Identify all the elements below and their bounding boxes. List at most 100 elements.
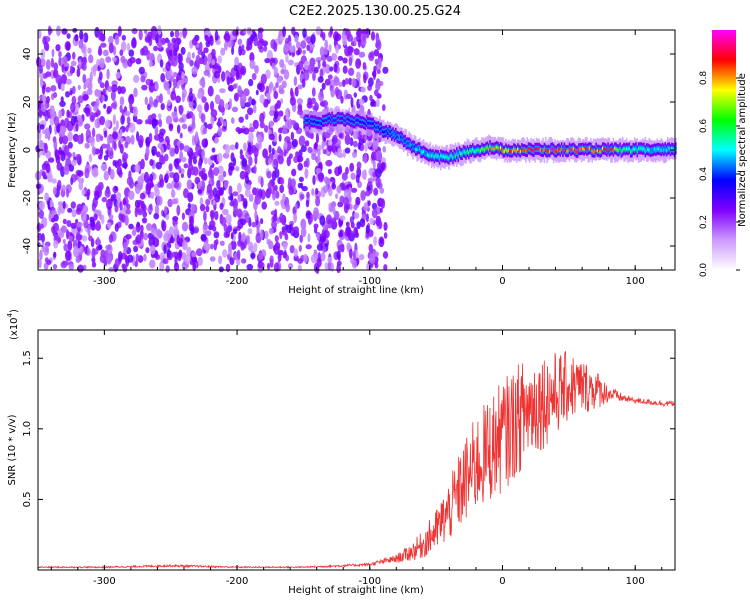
heatmap-cell	[63, 145, 70, 156]
heatmap-cell	[315, 195, 321, 207]
heatmap-cell	[123, 241, 128, 253]
heatmap-cell	[365, 213, 369, 223]
heatmap-cell	[358, 254, 365, 261]
heatmap-cell	[154, 125, 159, 137]
heatmap-cell	[82, 73, 87, 84]
heatmap-cell	[129, 101, 133, 111]
heatmap-cell	[63, 243, 68, 252]
heatmap-cell	[183, 188, 189, 199]
heatmap-cell	[154, 80, 159, 91]
heatmap-cell	[50, 57, 55, 68]
heatmap-cell	[347, 117, 349, 121]
heatmap-cell	[659, 147, 661, 151]
heatmap-cell	[590, 147, 592, 151]
heatmap-cell	[356, 161, 362, 170]
heatmap-cell	[204, 138, 208, 148]
heatmap-cell	[98, 244, 103, 251]
heatmap-cell	[204, 102, 209, 113]
heatmap-cell	[111, 84, 118, 93]
heatmap-cell	[606, 149, 608, 153]
x-tick-label: 100	[626, 576, 645, 587]
heatmap-cell	[231, 46, 235, 55]
heatmap-cell	[375, 150, 383, 161]
heatmap-cell	[608, 149, 611, 153]
heatmap-cell	[310, 97, 316, 105]
heatmap-cell	[312, 71, 316, 81]
heatmap-cell	[183, 163, 189, 169]
heatmap-cell	[149, 259, 156, 269]
heatmap-cell	[46, 259, 52, 266]
heatmap-cell	[349, 248, 353, 259]
heatmap-cell	[320, 252, 326, 262]
heatmap-cell	[345, 226, 352, 234]
heatmap-cell	[338, 81, 343, 87]
heatmap-cell	[312, 120, 315, 124]
heatmap-cell	[615, 147, 617, 151]
heatmap-cell	[315, 168, 322, 174]
spectrogram-x-ticks: -300 -200 -100 0 100	[50, 30, 663, 287]
heatmap-cell	[627, 147, 629, 151]
heatmap-cell	[306, 191, 310, 200]
heatmap-cell	[663, 148, 665, 152]
heatmap-cell	[83, 32, 89, 43]
heatmap-cell	[205, 230, 212, 237]
heatmap-cell	[254, 194, 261, 205]
heatmap-cell	[521, 147, 523, 151]
heatmap-cell	[344, 119, 347, 123]
heatmap-cell	[166, 142, 171, 150]
heatmap-cell	[102, 49, 109, 57]
heatmap-cell	[80, 211, 87, 222]
heatmap-cell	[260, 229, 264, 240]
heatmap-cell	[409, 143, 412, 147]
heatmap-cell	[282, 193, 286, 202]
heatmap-cell	[112, 159, 117, 167]
heatmap-cell	[243, 127, 250, 135]
heatmap-cell	[647, 148, 649, 151]
heatmap-cell	[310, 213, 314, 223]
heatmap-cell	[375, 168, 382, 178]
heatmap-cell	[466, 149, 469, 153]
heatmap-cell	[318, 90, 324, 102]
heatmap-cell	[525, 149, 527, 153]
heatmap-cell	[225, 213, 232, 225]
heatmap-cell	[168, 163, 173, 172]
heatmap-cell	[187, 202, 191, 210]
heatmap-cell	[103, 130, 108, 138]
heatmap-cell	[285, 110, 289, 121]
heatmap-cell	[297, 109, 304, 116]
heatmap-cell	[38, 64, 43, 74]
heatmap-cell	[53, 240, 59, 249]
heatmap-cell	[114, 186, 118, 192]
heatmap-cell	[667, 147, 669, 151]
heatmap-cell	[234, 56, 240, 67]
heatmap-cell	[575, 150, 578, 154]
heatmap-cell	[345, 221, 350, 227]
heatmap-cell	[347, 45, 353, 56]
heatmap-cell	[413, 145, 416, 149]
heatmap-cell	[253, 242, 258, 253]
heatmap-cell	[339, 117, 341, 120]
heatmap-cell	[145, 146, 150, 158]
heatmap-cell	[518, 149, 520, 153]
heatmap-cell	[322, 60, 327, 68]
heatmap-cell	[498, 148, 501, 152]
heatmap-cell	[327, 168, 332, 175]
heatmap-cell	[134, 199, 140, 209]
heatmap-cell	[303, 160, 308, 168]
heatmap-cell	[363, 74, 367, 84]
heatmap-cell	[203, 241, 209, 251]
heatmap-cell	[324, 64, 331, 74]
heatmap-cell	[157, 113, 162, 120]
heatmap-cell	[379, 128, 381, 131]
heatmap-cell	[360, 120, 363, 124]
heatmap-cell	[248, 78, 254, 87]
heatmap-cell	[360, 190, 366, 201]
heatmap-cell	[70, 115, 76, 127]
heatmap-cell	[148, 182, 155, 188]
heatmap-cell	[377, 57, 382, 67]
heatmap-cell	[369, 122, 372, 125]
heatmap-cell	[572, 147, 575, 151]
heatmap-cell	[91, 257, 96, 263]
heatmap-cell	[70, 177, 74, 186]
